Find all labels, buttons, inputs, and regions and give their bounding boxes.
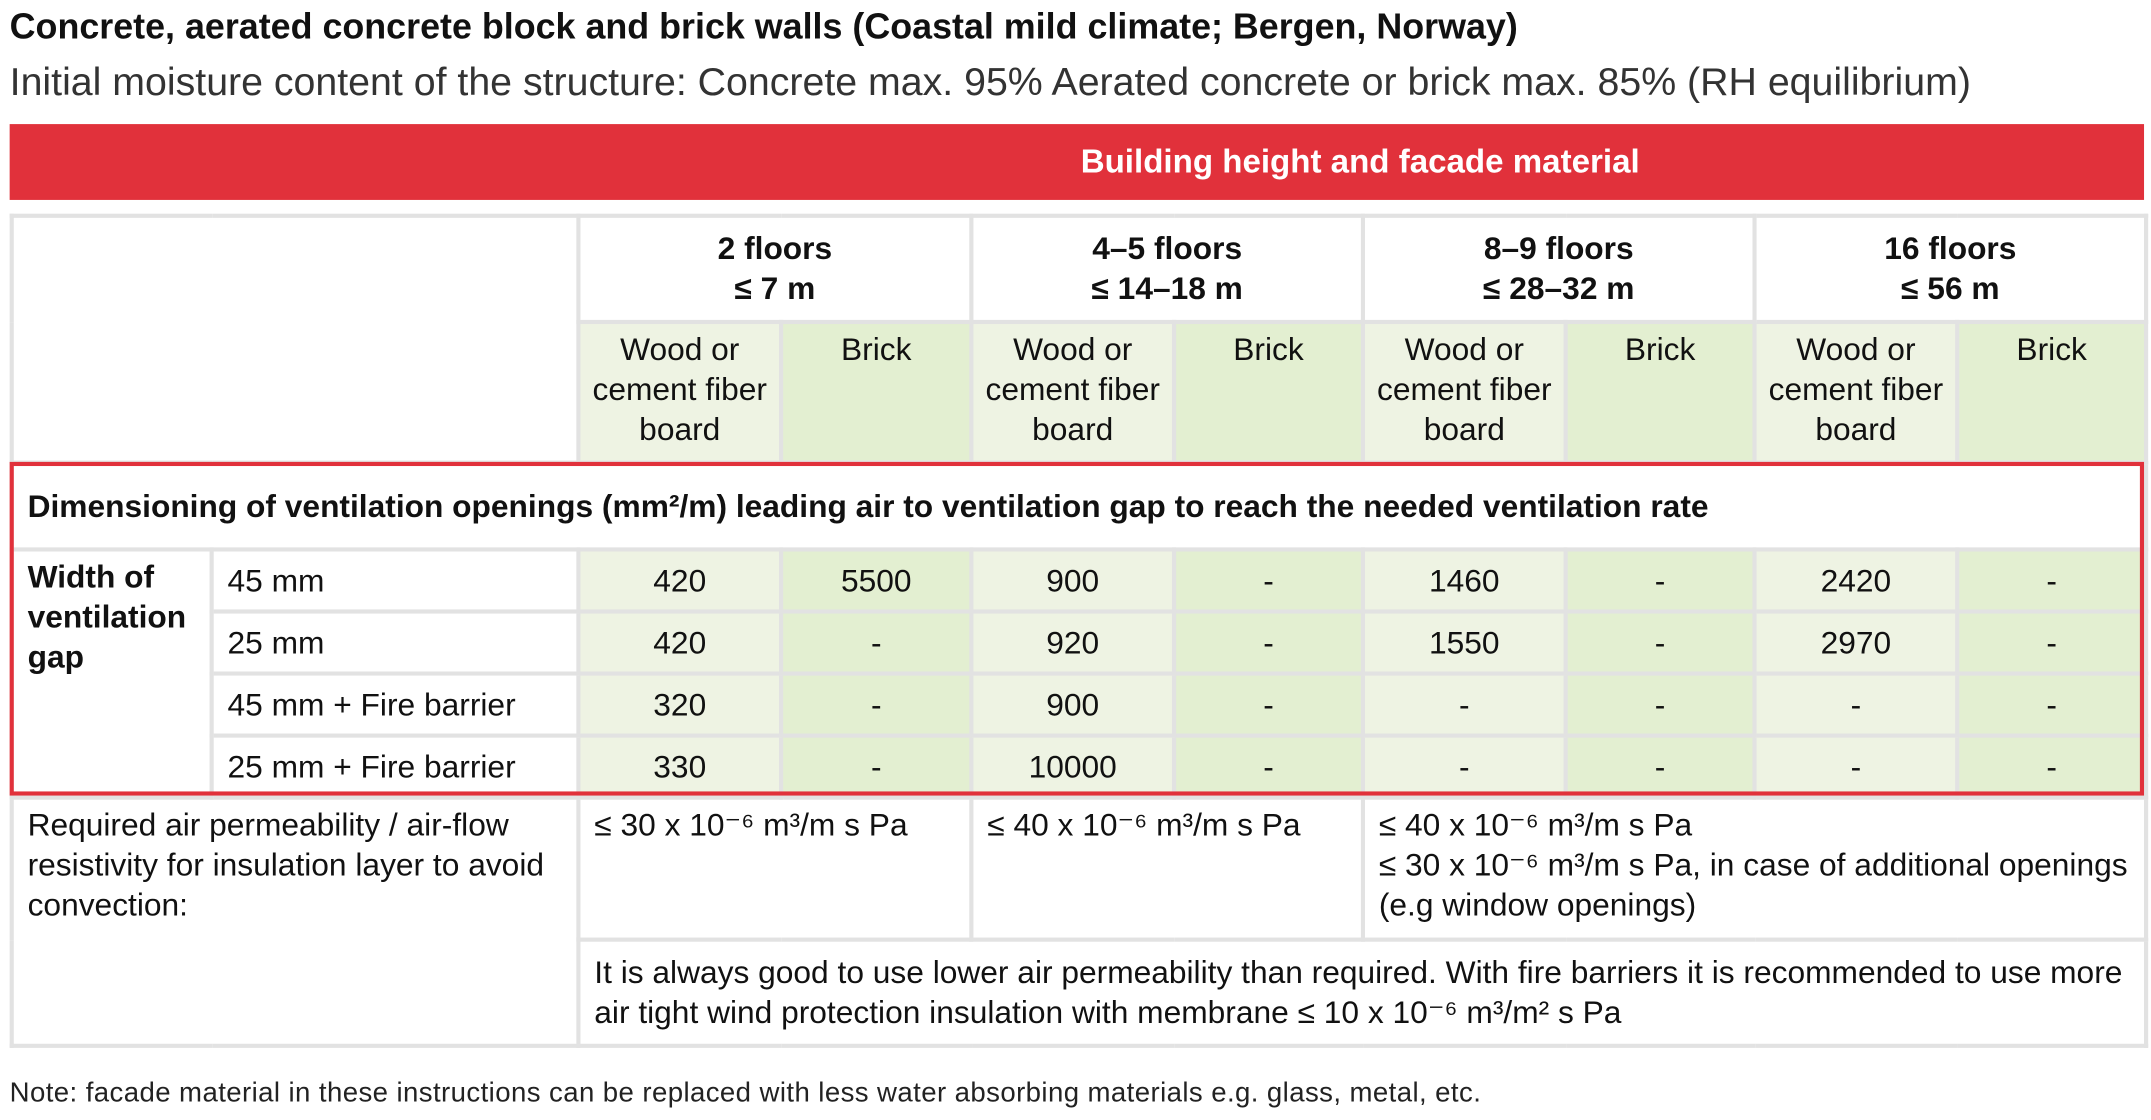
note: Note: facade material in these instructi…	[9, 1078, 1482, 1109]
subtitle: Initial moisture content of the structur…	[9, 60, 1971, 105]
value-cell: 1460	[1360, 547, 1568, 614]
value-cell: -	[1955, 609, 2149, 676]
material-row: Wood or cement fiber board Brick Wood or c…	[12, 319, 2149, 465]
value-cell: -	[1563, 609, 1757, 676]
permeability-row: Required air permeability / air-flow res…	[9, 795, 2149, 1048]
group-header-row: 2 floors ≤ 7 m 4–5 floors ≤ 14–18 m 8–9 floo…	[9, 213, 2149, 465]
permeability-line: ≤ 40 x 10⁻⁶ m³/m s Pa	[1378, 806, 1693, 843]
row-label: 45 mm	[209, 547, 581, 614]
value-cell: -	[1172, 733, 1366, 800]
advice: It is always good to use lower air perme…	[576, 937, 2149, 1048]
value-cell: -	[1955, 733, 2149, 800]
value-cell: 420	[576, 547, 784, 614]
value-cell: -	[1172, 547, 1366, 614]
row-label: 25 mm + Fire barrier	[209, 733, 581, 800]
data-row: 25 mm 420-920-1550-2970-	[12, 609, 2149, 676]
material-header: Brick	[1563, 319, 1757, 465]
group-header: 8–9 floors ≤ 28–32 m	[1360, 213, 1757, 325]
group-floors: 16 floors	[1884, 230, 2017, 267]
material-header: Wood or cement fiber board	[969, 319, 1177, 465]
group-height: ≤ 28–32 m	[1483, 270, 1635, 307]
value-cell: 1550	[1360, 609, 1568, 676]
material-header: Brick	[1955, 319, 2149, 465]
value-cell: 330	[576, 733, 784, 800]
group-header: 2 floors ≤ 7 m	[576, 213, 974, 325]
group-height: ≤ 56 m	[1901, 270, 2000, 307]
section-row: Dimensioning of ventilation openings (mm…	[9, 460, 2149, 552]
value-cell: -	[1360, 671, 1568, 738]
corner-cell	[9, 213, 581, 465]
advice-row: It is always good to use lower air perme…	[12, 937, 2149, 1048]
data-row: 25 mm + Fire barrier 330-10000- - - - -	[12, 733, 2149, 800]
value-cell: -	[1172, 609, 1366, 676]
permeability-value: ≤ 40 x 10⁻⁶ m³/m s Pa ≤ 30 x 10⁻⁶ m³/m s …	[1360, 795, 2149, 942]
value-cell: -	[1563, 547, 1757, 614]
value-cell: -	[1752, 733, 1960, 800]
value-cell: 900	[969, 547, 1177, 614]
row-label: 45 mm + Fire barrier	[209, 671, 581, 738]
row-label: 25 mm	[209, 609, 581, 676]
value-cell: 2970	[1752, 609, 1960, 676]
value-cell: -	[779, 609, 974, 676]
value-cell: 10000	[969, 733, 1177, 800]
table: 2 floors ≤ 7 m 4–5 floors ≤ 14–18 m 8–9 floo…	[9, 213, 2149, 1048]
material-header: Brick	[779, 319, 974, 465]
value-cell: -	[1563, 671, 1757, 738]
data-row: 45 mm + Fire barrier 320-900- - - - -	[12, 671, 2149, 738]
permeability-line: ≤ 40 x 10⁻⁶ m³/m s Pa	[987, 806, 1301, 843]
group-header: 16 floors ≤ 56 m	[1752, 213, 2149, 325]
value-cell: -	[1360, 733, 1568, 800]
title: Concrete, aerated concrete block and bri…	[9, 5, 1518, 47]
value-cell: 920	[969, 609, 1177, 676]
permeability-line: ≤ 30 x 10⁻⁶ m³/m s Pa, in case of additi…	[1378, 846, 2128, 923]
group-height: ≤ 7 m	[734, 270, 816, 307]
material-header: Wood or cement fiber board	[1360, 319, 1568, 465]
data-row: Width of ventilation gap 45 mm 420 5500 900-…	[9, 547, 2149, 800]
group-height: ≤ 14–18 m	[1091, 270, 1243, 307]
group-floors: 4–5 floors	[1092, 230, 1243, 267]
row-group-header: Width of ventilation gap	[9, 547, 214, 800]
permeability-value: ≤ 30 x 10⁻⁶ m³/m s Pa	[576, 795, 974, 942]
banner: Building height and facade material	[9, 124, 2145, 200]
section-title: Dimensioning of ventilation openings (mm…	[9, 460, 2149, 552]
material-header: Brick	[1172, 319, 1366, 465]
material-header: Wood or cement fiber board	[1752, 319, 1960, 465]
value-cell: -	[1955, 671, 2149, 738]
value-cell: 420	[576, 609, 784, 676]
value-cell: -	[1955, 547, 2149, 614]
material-header: Wood or cement fiber board	[576, 319, 784, 465]
permeability-label: Required air permeability / air-flow res…	[9, 795, 581, 1048]
group-floors: 2 floors	[717, 230, 833, 267]
value-cell: -	[779, 733, 974, 800]
value-cell: 900	[969, 671, 1177, 738]
value-cell: 5500	[779, 547, 974, 614]
group-floors: 8–9 floors	[1483, 230, 1634, 267]
value-cell: -	[1752, 671, 1960, 738]
value-cell: -	[779, 671, 974, 738]
group-header: 4–5 floors ≤ 14–18 m	[969, 213, 1366, 325]
permeability-value: ≤ 40 x 10⁻⁶ m³/m s Pa	[969, 795, 1366, 942]
value-cell: -	[1563, 733, 1757, 800]
value-cell: 2420	[1752, 547, 1960, 614]
permeability-line: ≤ 30 x 10⁻⁶ m³/m s Pa	[594, 806, 908, 843]
value-cell: 320	[576, 671, 784, 738]
value-cell: -	[1172, 671, 1366, 738]
